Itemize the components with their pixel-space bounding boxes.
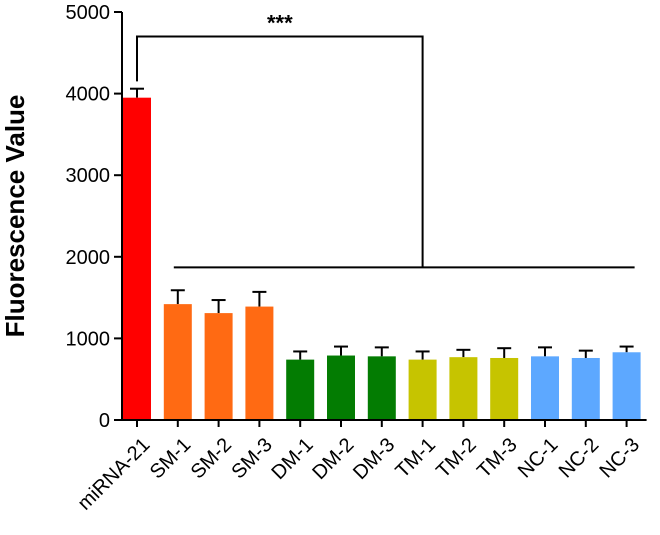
bar-NC-3 — [612, 352, 641, 420]
x-tick-label: DM-2 — [308, 434, 358, 484]
y-tick-label: 3000 — [66, 165, 111, 187]
x-tick-label: SM-2 — [187, 434, 236, 483]
bars-layer — [123, 87, 641, 421]
x-tick-label: SM-1 — [146, 434, 195, 483]
significance-bracket — [136, 35, 424, 268]
x-tick-label: DM-3 — [349, 434, 399, 484]
y-tick-label: 1000 — [66, 328, 111, 350]
bar-SM-3 — [245, 306, 274, 420]
y-tick-label: 5000 — [66, 2, 111, 24]
bar-DM-1 — [286, 359, 315, 420]
y-tick-label: 0 — [99, 410, 110, 432]
x-tick-label: SM-3 — [227, 434, 276, 483]
x-tick-label: NC-1 — [514, 434, 563, 483]
bar-TM-3 — [490, 357, 519, 420]
bar-DM-2 — [327, 355, 355, 420]
x-tick-label: NC-2 — [555, 434, 604, 483]
bar-DM-3 — [367, 356, 396, 420]
significance-label: *** — [267, 10, 293, 35]
x-tick-label: TM-2 — [432, 434, 481, 483]
bar-SM-2 — [204, 313, 233, 420]
x-tick-label: NC-3 — [595, 434, 644, 483]
bar-TM-2 — [449, 357, 478, 420]
y-tick-label: 2000 — [66, 247, 111, 269]
x-tick-label: TM-1 — [391, 434, 440, 483]
axis-layer: 0 1000 2000 3000 4000 5000 miRNA-21SM-1SM-2SM-… — [66, 2, 647, 515]
x-tick-label: TM-3 — [473, 434, 522, 483]
x-tick-label: DM-1 — [268, 434, 318, 484]
significance-layer: *** — [136, 10, 635, 269]
bar-TM-1 — [408, 359, 437, 420]
bar-NC-2 — [571, 357, 600, 420]
x-tick-label: miRNA-21 — [74, 434, 155, 515]
y-axis-title: Fluorescence Value — [0, 95, 30, 338]
bar-NC-1 — [531, 356, 559, 420]
bar-miRNA-21 — [123, 97, 151, 421]
y-tick-label: 4000 — [66, 84, 111, 106]
bar-SM-1 — [163, 304, 192, 420]
